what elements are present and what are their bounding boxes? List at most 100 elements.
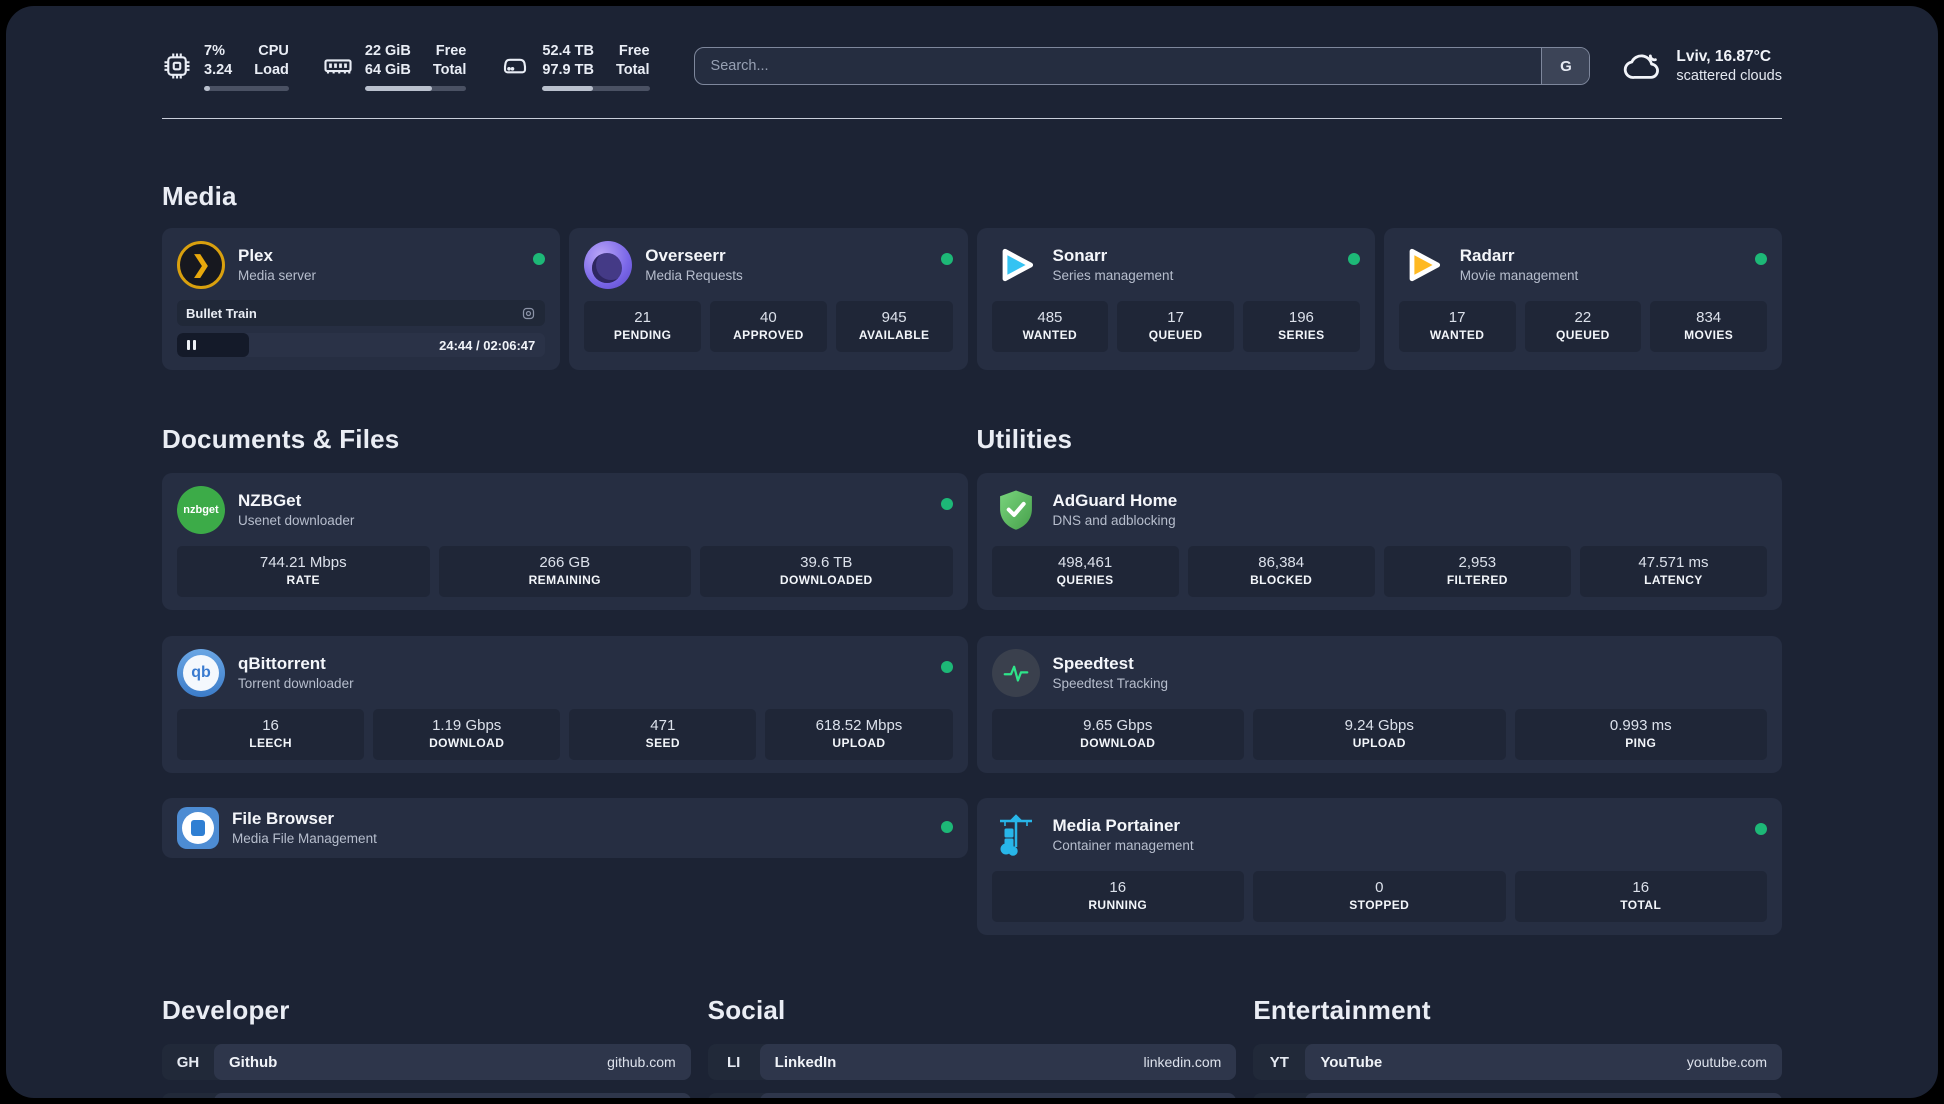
portainer-icon bbox=[992, 811, 1040, 859]
link-url: linkedin.com bbox=[1143, 1054, 1222, 1070]
app-card-speedtest[interactable]: Speedtest Speedtest Tracking 9.65 Gbps DO… bbox=[976, 636, 1782, 773]
stat-ping: 0.993 ms PING bbox=[1514, 709, 1767, 760]
link-twitter[interactable]: TW Twittertwitter.com bbox=[707, 1093, 1237, 1098]
search-input[interactable] bbox=[694, 48, 1542, 84]
app-card-nzbget[interactable]: nzbget NZBGet Usenet downloader 744.21 M… bbox=[162, 473, 968, 610]
ram-stat: 22 GiB 64 GiB Free Total bbox=[323, 42, 467, 91]
app-subtitle: Usenet downloader bbox=[238, 513, 355, 528]
app-subtitle: Media server bbox=[238, 268, 317, 283]
stat-rate: 744.21 Mbps RATE bbox=[177, 546, 430, 597]
search-engine-button[interactable]: G bbox=[1541, 48, 1590, 84]
stat-wanted: 17 WANTED bbox=[1398, 301, 1516, 352]
link-stackoverflow[interactable]: SO StackOverflowstackoverflow.com bbox=[162, 1093, 691, 1098]
cpu-stat: 7% 3.24 CPU Load bbox=[162, 42, 289, 91]
top-bar: 7% 3.24 CPU Load 22 GiB 64 GiB Free Total bbox=[162, 6, 1782, 92]
app-title: Radarr bbox=[1459, 246, 1515, 265]
stat-approved: 40 APPROVED bbox=[710, 301, 827, 352]
cpu-usage: 7% bbox=[204, 42, 225, 59]
system-stats: 7% 3.24 CPU Load 22 GiB 64 GiB Free Total bbox=[162, 42, 650, 91]
disk-stat: 52.4 TB 97.9 TB Free Total bbox=[500, 42, 650, 91]
app-title: Plex bbox=[238, 246, 273, 265]
link-name: YouTube bbox=[1320, 1053, 1383, 1071]
app-title: NZBGet bbox=[238, 491, 302, 510]
ram-label1: Free bbox=[435, 42, 467, 59]
stat-downloaded: 39.6 TB DOWNLOADED bbox=[700, 546, 953, 597]
app-title: Sonarr bbox=[1052, 246, 1108, 265]
cpu-progress-bar bbox=[204, 85, 289, 91]
stat-seed: 471 SEED bbox=[569, 709, 757, 760]
link-badge: NF bbox=[1253, 1093, 1305, 1098]
app-subtitle: DNS and adblocking bbox=[1052, 513, 1176, 528]
cpu-label2: Load bbox=[254, 61, 289, 78]
utilities-column: Utilities AdGuard Home DNS and adblockin… bbox=[976, 398, 1782, 935]
stat-leech: 16 LEECH bbox=[177, 709, 365, 760]
section-title-developer: Developer bbox=[162, 995, 290, 1025]
app-subtitle: Torrent downloader bbox=[238, 676, 354, 691]
stat-upload: 9.24 Gbps UPLOAD bbox=[1253, 709, 1506, 760]
stat-blocked: 86,384 BLOCKED bbox=[1187, 546, 1375, 597]
link-url: github.com bbox=[607, 1054, 676, 1070]
section-title-entertainment: Entertainment bbox=[1253, 995, 1431, 1025]
link-github[interactable]: GH Github github.com bbox=[162, 1044, 691, 1080]
stat-wanted: 485 WANTED bbox=[991, 301, 1109, 352]
pause-icon[interactable] bbox=[187, 340, 196, 350]
stat-stopped: 0 STOPPED bbox=[1253, 871, 1506, 922]
search-box: G bbox=[693, 47, 1591, 85]
section-title-utilities: Utilities bbox=[976, 424, 1073, 454]
playback-time: 24:44 / 02:06:47 bbox=[439, 337, 536, 353]
status-dot bbox=[940, 498, 953, 510]
stat-latency: 47.571 ms LATENCY bbox=[1579, 546, 1767, 597]
ram-label2: Total bbox=[432, 61, 467, 78]
link-linkedin[interactable]: LI LinkedIn linkedin.com bbox=[707, 1044, 1237, 1080]
app-card-plex[interactable]: ❯ Plex Media server Bullet Train 24:44 /… bbox=[162, 228, 561, 370]
developer-section: Developer GH Github github.com SO StackOv… bbox=[162, 995, 691, 1098]
app-title: AdGuard Home bbox=[1052, 491, 1178, 510]
app-card-overseerr[interactable]: Overseerr Media Requests 21 PENDING 40 APP… bbox=[569, 228, 968, 370]
cpu-label1: CPU bbox=[258, 42, 289, 59]
cloud-icon bbox=[1624, 54, 1660, 79]
adguard-icon bbox=[992, 486, 1040, 534]
cpu-icon bbox=[164, 53, 190, 79]
overseerr-icon bbox=[584, 241, 633, 289]
disk-label1: Free bbox=[618, 42, 650, 59]
stat-pending: 21 PENDING bbox=[584, 301, 701, 352]
section-title-media: Media bbox=[162, 181, 237, 211]
disk-label2: Total bbox=[615, 61, 650, 78]
cpu-load-avg: 3.24 bbox=[204, 61, 233, 78]
link-badge: GH bbox=[176, 1053, 200, 1071]
link-youtube[interactable]: YT YouTube youtube.com bbox=[1253, 1044, 1782, 1080]
stat-available: 945 AVAILABLE bbox=[835, 301, 953, 352]
stat-remaining: 266 GB REMAINING bbox=[438, 546, 691, 597]
app-card-radarr[interactable]: Radarr Movie management 17 WANTED 22 QUEUE… bbox=[1383, 228, 1782, 370]
status-dot bbox=[533, 253, 546, 265]
ram-total: 64 GiB bbox=[364, 61, 411, 78]
link-netflix[interactable]: NF Netflixnetflix.com bbox=[1253, 1093, 1782, 1098]
plex-now-playing: Bullet Train 24:44 / 02:06:47 bbox=[177, 300, 546, 357]
ram-progress-bar bbox=[364, 85, 467, 91]
app-card-adguard[interactable]: AdGuard Home DNS and adblocking 498,461 Q… bbox=[976, 473, 1782, 610]
status-dot bbox=[1347, 253, 1360, 265]
playback-session-icon[interactable] bbox=[521, 306, 536, 321]
link-badge: SO bbox=[162, 1093, 214, 1098]
status-dot bbox=[940, 661, 953, 673]
stat-queries: 498,461 QUERIES bbox=[991, 546, 1179, 597]
speedtest-icon bbox=[991, 649, 1040, 697]
status-dot bbox=[940, 253, 953, 265]
dashboard: 7% 3.24 CPU Load 22 GiB 64 GiB Free Total bbox=[6, 6, 1938, 1098]
stat-upload: 618.52 Mbps UPLOAD bbox=[765, 709, 953, 760]
app-card-filebrowser[interactable]: File Browser Media File Management bbox=[162, 798, 968, 858]
disk-free: 52.4 TB bbox=[542, 42, 594, 59]
app-card-portainer[interactable]: Media Portainer Container management 16 R… bbox=[976, 798, 1782, 935]
link-name: Github bbox=[229, 1053, 278, 1071]
app-subtitle: Media Requests bbox=[645, 268, 743, 283]
playback-progress-bar[interactable]: 24:44 / 02:06:47 bbox=[177, 333, 546, 357]
app-title: Media Portainer bbox=[1052, 816, 1181, 835]
now-playing-title: Bullet Train bbox=[186, 305, 257, 321]
ram-free: 22 GiB bbox=[364, 42, 411, 59]
plex-icon: ❯ bbox=[177, 241, 225, 289]
link-url: youtube.com bbox=[1686, 1054, 1767, 1070]
app-card-sonarr[interactable]: Sonarr Series management 485 WANTED 17 QUE… bbox=[976, 228, 1375, 370]
weather-condition: scattered clouds bbox=[1676, 67, 1782, 84]
disk-icon bbox=[504, 58, 527, 74]
app-card-qbittorrent[interactable]: qb qBittorrent Torrent downloader 16 LEEC… bbox=[162, 636, 968, 773]
